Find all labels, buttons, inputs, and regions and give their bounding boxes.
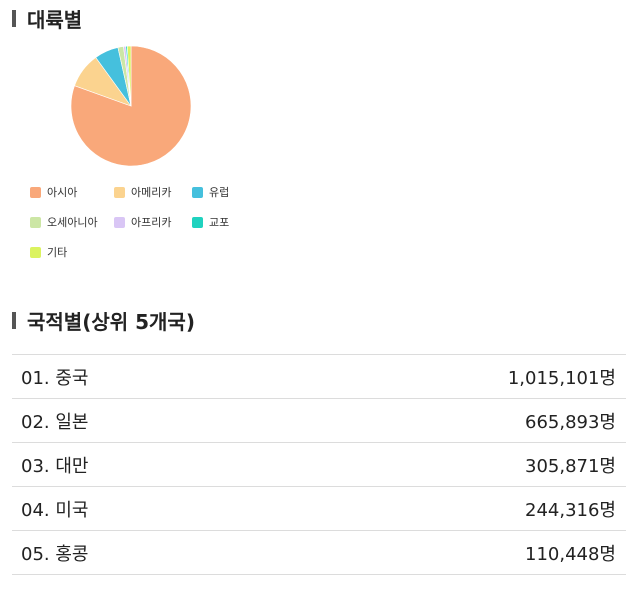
table-row: 02. 일본 665,893명 — [12, 399, 626, 443]
country-name: 05. 홍콩 — [21, 543, 89, 565]
legend-swatch — [30, 246, 41, 258]
country-name: 03. 대만 — [21, 455, 89, 477]
visitor-count: 110,448명 — [525, 543, 616, 565]
country-name: 02. 일본 — [21, 411, 89, 433]
legend-item[interactable]: 기타 — [30, 245, 114, 259]
legend-item[interactable]: 아프리카 — [114, 215, 192, 229]
pie-svg — [70, 45, 192, 167]
continent-pie-chart — [70, 45, 192, 167]
visitor-count: 1,015,101명 — [507, 367, 616, 389]
legend-swatch — [30, 186, 41, 198]
visitor-count: 305,871명 — [525, 455, 616, 477]
legend-item[interactable]: 오세아니아 — [30, 215, 114, 229]
legend-swatch — [114, 186, 125, 198]
table-row: 04. 미국 244,316명 — [12, 487, 626, 531]
legend-label: 유럽 — [209, 186, 230, 199]
country-name: 01. 중국 — [21, 367, 89, 389]
country-name: 04. 미국 — [21, 499, 89, 521]
legend-swatch — [114, 216, 125, 228]
legend-item[interactable]: 유럽 — [192, 185, 252, 199]
nationality-ranking-table: 01. 중국 1,015,101명 02. 일본 665,893명 03. 대만 305,… — [12, 354, 626, 575]
legend-label: 아프리카 — [131, 216, 172, 229]
legend-swatch — [192, 216, 203, 228]
legend-item[interactable]: 아메리카 — [114, 185, 192, 199]
section-marker — [12, 312, 16, 329]
pie-slice-7[interactable] — [126, 45, 132, 107]
visitor-count: 665,893명 — [525, 411, 616, 433]
nationality-section-title: 국적별(상위 5개국) — [27, 310, 195, 334]
table-row: 03. 대만 305,871명 — [12, 443, 626, 487]
legend-label: 아시아 — [47, 186, 78, 199]
legend-swatch — [192, 186, 203, 198]
legend-item[interactable]: 아시아 — [30, 185, 114, 199]
continent-section-header: 대륙별 — [12, 4, 82, 33]
section-marker — [12, 10, 16, 27]
nationality-section-header: 국적별(상위 5개국) — [12, 306, 195, 335]
legend-label: 기타 — [47, 246, 68, 259]
table-row: 01. 중국 1,015,101명 — [12, 355, 626, 399]
legend-label: 아메리카 — [131, 186, 172, 199]
legend-swatch — [30, 216, 41, 228]
continent-section-title: 대륙별 — [27, 8, 83, 32]
table-row: 05. 홍콩 110,448명 — [12, 531, 626, 575]
visitor-count: 244,316명 — [525, 499, 616, 521]
legend-label: 오세아니아 — [47, 216, 98, 229]
legend-item[interactable]: 교포 — [192, 215, 252, 229]
legend-label: 교포 — [209, 216, 230, 229]
